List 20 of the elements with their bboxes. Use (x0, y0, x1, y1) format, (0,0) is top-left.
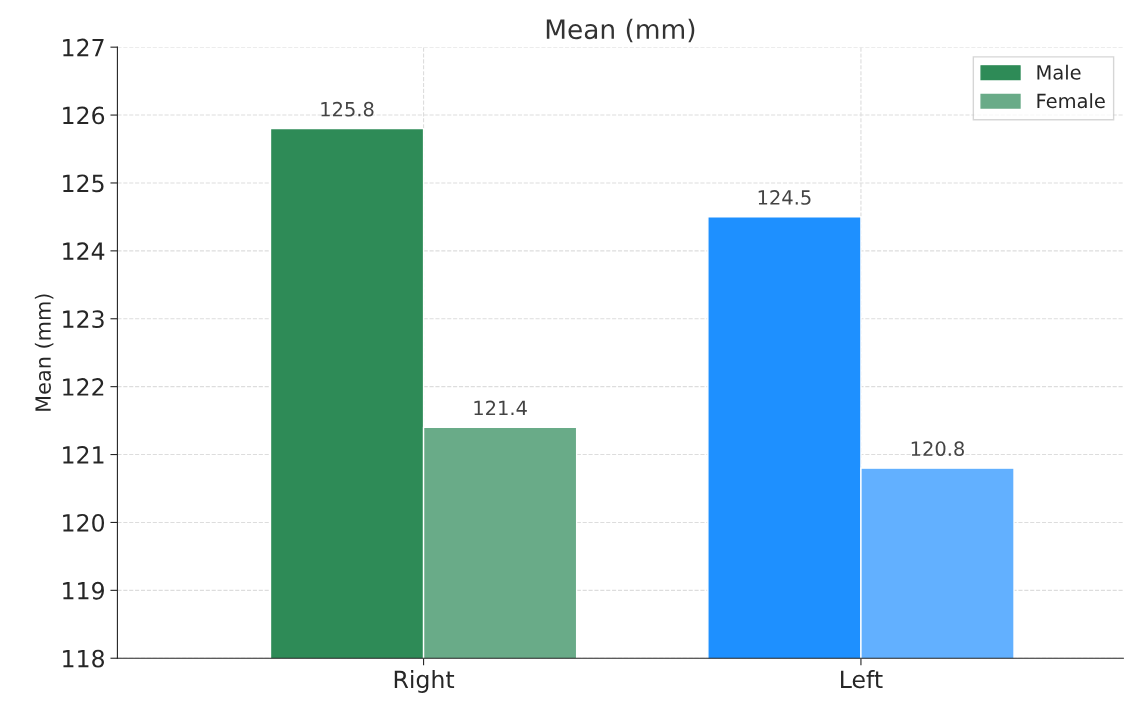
chart-title: Mean (mm) (546, 18, 695, 43)
y-tick-label: 127 (63, 38, 104, 57)
legend-label: Female (1037, 93, 1105, 109)
y-tick-label: 119 (63, 581, 104, 600)
x-tick-label: Left (841, 670, 883, 689)
y-axis-title: Mean (mm) (34, 294, 54, 411)
data-label: 125.8 (321, 101, 374, 117)
y-tick-label: 122 (63, 378, 104, 396)
y-tick-label: 123 (63, 310, 104, 329)
y-tick-label: 124 (63, 242, 105, 260)
data-label: 121.4 (474, 400, 527, 416)
y-tick-label: 120 (63, 513, 105, 532)
data-label: 124.5 (758, 190, 811, 205)
legend-label: Male (1037, 64, 1081, 80)
data-label: 120.8 (911, 441, 964, 457)
y-tick-label: 126 (63, 106, 105, 125)
x-tick-label: Right (394, 670, 455, 693)
y-tick-label: 118 (63, 649, 104, 668)
y-tick-label: 125 (63, 174, 104, 193)
y-tick-label: 121 (63, 446, 104, 464)
